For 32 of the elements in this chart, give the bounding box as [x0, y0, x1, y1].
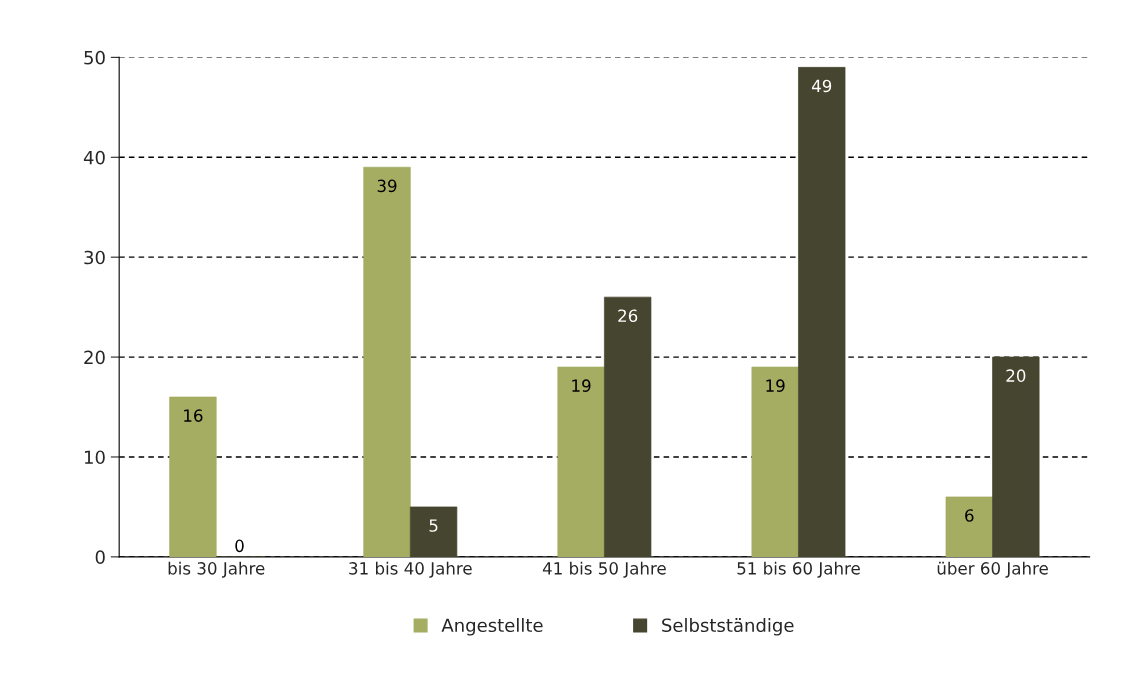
bar [945, 496, 993, 557]
x-tick-label: über 60 Jahre [937, 561, 1048, 578]
x-tick-label: bis 30 Jahre [168, 561, 265, 578]
x-tick-label: 41 bis 50 Jahre [542, 561, 666, 578]
y-tick-label: 40 [83, 150, 105, 165]
bar [557, 366, 605, 557]
x-tick-label: 51 bis 60 Jahre [737, 561, 860, 578]
bar [798, 67, 846, 557]
data-label: 49 [811, 79, 832, 93]
data-label: 19 [766, 379, 785, 392]
legend-label: Angestellte [441, 618, 543, 636]
y-tick-label: 50 [84, 50, 105, 65]
legend-label: Selbstständige [662, 618, 794, 636]
data-label: 0 [235, 539, 244, 553]
bar [409, 506, 458, 557]
data-label: 6 [965, 509, 974, 522]
y-tick-label: 30 [84, 250, 105, 265]
data-label: 5 [429, 519, 438, 532]
data-label: 39 [377, 179, 397, 193]
data-label: 26 [618, 309, 638, 323]
y-tick-label: 0 [95, 550, 105, 564]
y-tick-label: 20 [84, 350, 105, 365]
bar [169, 396, 217, 557]
bar [992, 356, 1040, 557]
data-label: 16 [184, 409, 203, 422]
x-tick-label: 31 bis 40 Jahre [349, 561, 472, 578]
data-label: 19 [572, 379, 591, 392]
bar [363, 166, 411, 557]
bar [604, 296, 652, 557]
data-label: 20 [1006, 369, 1026, 382]
y-tick-label: 10 [84, 450, 105, 465]
bar [751, 366, 799, 557]
